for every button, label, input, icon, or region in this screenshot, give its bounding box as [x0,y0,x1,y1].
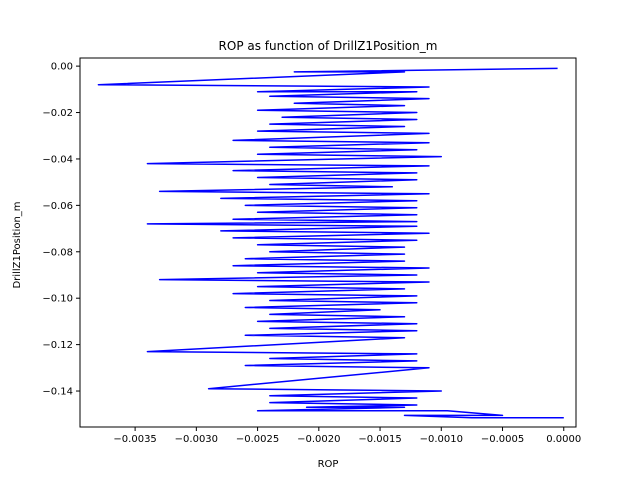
x-axis: −0.0035 −0.0030 −0.0025 −0.0020 −0.0015 −0.00… [113,427,581,445]
plot-area [97,67,564,419]
chart-title: ROP as function of DrillZ1Position_m [219,39,438,53]
y-tick-label: −0.08 [42,247,73,258]
x-tick-label: −0.0010 [420,434,463,445]
x-tick-label: −0.0020 [297,434,340,445]
y-axis-label: DrillZ1Position_m [12,201,23,288]
rop-series-line [97,67,564,419]
x-axis-label: ROP [318,459,339,470]
y-tick-label: −0.10 [42,294,73,305]
x-tick-label: −0.0035 [113,434,156,445]
y-tick-label: −0.04 [42,154,73,165]
y-tick-label: −0.06 [42,201,73,212]
x-tick-label: −0.0005 [481,434,524,445]
y-tick-label: −0.14 [42,387,73,398]
x-tick-label: −0.0030 [175,434,218,445]
y-axis: 0.00 −0.02 −0.04 −0.06 −0.08 −0.10 −0.12 −0.14 [42,62,80,398]
y-tick-label: −0.12 [42,340,73,351]
y-tick-label: 0.00 [51,62,73,73]
plot-frame [79,57,577,428]
y-tick-label: −0.02 [42,108,73,119]
x-tick-label: −0.0025 [236,434,279,445]
x-tick-label: −0.0015 [358,434,401,445]
x-tick-label: 0.0000 [546,434,581,445]
